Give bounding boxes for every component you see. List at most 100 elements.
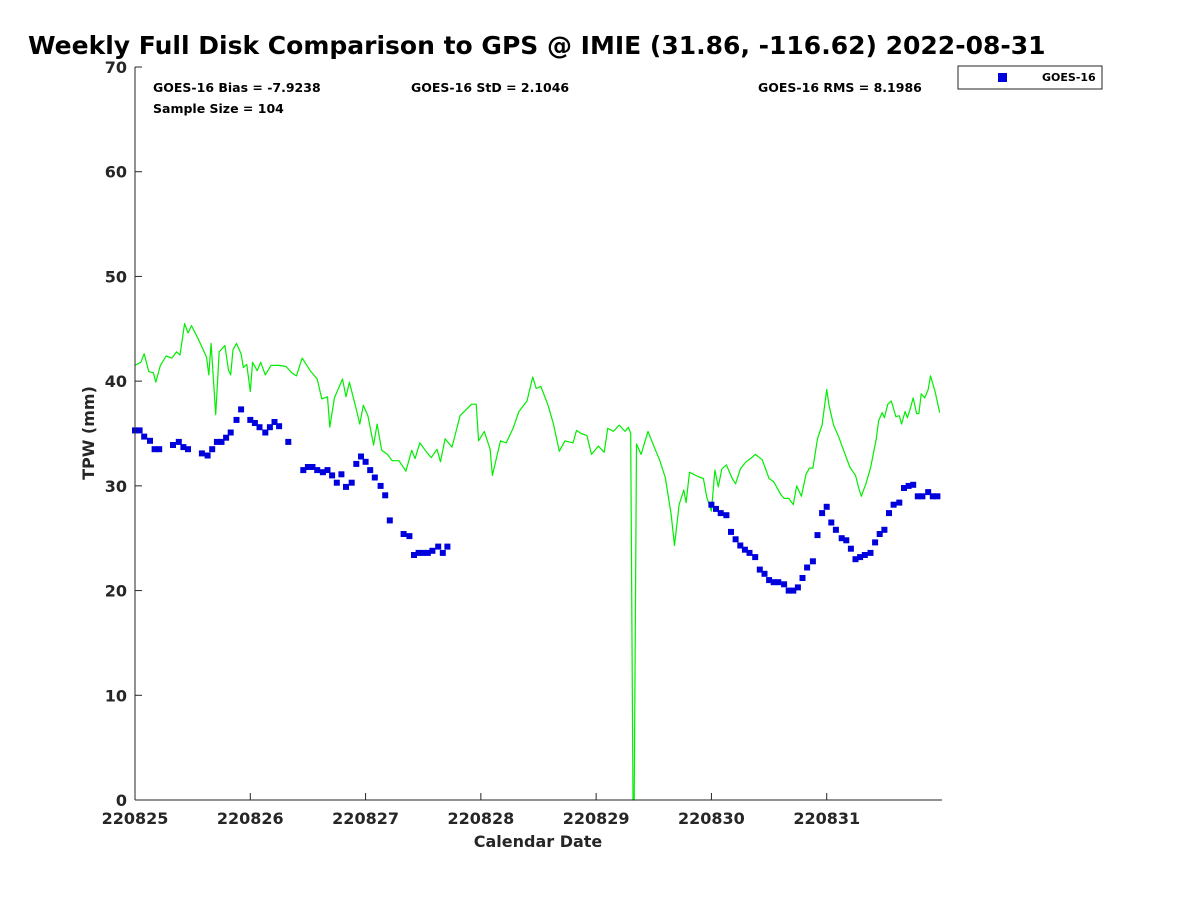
goes-point — [717, 510, 724, 517]
goes-point — [723, 512, 730, 519]
goes-point — [329, 472, 336, 479]
goes-point — [843, 537, 850, 544]
goes-point — [929, 493, 936, 500]
goes-point — [213, 438, 220, 445]
goes-point — [756, 566, 763, 573]
goes-point — [785, 587, 792, 594]
goes-point — [367, 467, 374, 474]
chart-title: Weekly Full Disk Comparison to GPS @ IMI… — [28, 31, 1046, 60]
x-ticks: 220825 220826 220827 220828 220829 220830 2208… — [102, 793, 860, 828]
x-tick-label: 220826 — [217, 809, 284, 828]
goes-point — [881, 526, 888, 533]
legend: GOES-16 — [957, 65, 1103, 90]
goes-point — [415, 549, 422, 556]
goes-point — [790, 587, 797, 594]
y-tick-label: 60 — [105, 163, 127, 182]
goes-point — [338, 471, 345, 478]
goes-point — [914, 493, 921, 500]
goes-point — [247, 416, 254, 423]
y-ticks: 0 10 20 30 40 50 60 70 — [105, 58, 142, 810]
goes-point — [175, 438, 182, 445]
goes-point — [823, 503, 830, 510]
goes-point — [358, 453, 364, 460]
goes-point — [775, 579, 782, 586]
goes-point — [876, 531, 883, 537]
y-tick-label: 50 — [105, 267, 127, 286]
legend-box — [957, 65, 1103, 90]
goes-point — [905, 482, 912, 489]
goes-point — [371, 474, 378, 481]
goes-point — [794, 584, 801, 591]
goes-point — [910, 481, 917, 488]
gps-line — [134, 323, 941, 801]
goes-point — [708, 501, 715, 508]
goes-point — [386, 517, 393, 524]
goes-point — [809, 558, 816, 565]
goes-point — [925, 489, 932, 496]
x-tick-label: 220825 — [102, 809, 169, 828]
goes-point — [151, 446, 158, 453]
goes-point — [262, 429, 269, 436]
legend-marker — [998, 73, 1007, 82]
goes-point — [896, 499, 903, 506]
goes-point — [382, 492, 389, 499]
stat-std: GOES-16 StD = 2.1046 — [411, 80, 569, 95]
y-axis-label: TPW (mm) — [79, 386, 98, 480]
goes-point — [770, 579, 777, 586]
goes-point — [300, 467, 307, 474]
goes-point — [353, 460, 360, 467]
goes-point — [362, 458, 369, 465]
goes-point — [285, 438, 292, 445]
goes-point — [804, 564, 811, 571]
goes-point — [223, 434, 230, 441]
goes-point — [439, 549, 446, 556]
y-tick-label: 40 — [105, 372, 127, 391]
y-tick-label: 0 — [116, 791, 127, 810]
goes-point — [781, 581, 788, 588]
goes-point — [319, 469, 326, 476]
goes-point — [170, 442, 176, 448]
goes-point — [147, 437, 153, 444]
goes-point — [238, 406, 245, 413]
goes-point — [314, 467, 321, 474]
goes-point — [814, 532, 821, 539]
goes-point — [847, 545, 854, 552]
goes-point — [309, 464, 316, 470]
goes-point — [838, 535, 845, 542]
x-tick-label: 220830 — [678, 809, 745, 828]
goes-point — [919, 493, 926, 500]
goes-point — [198, 450, 205, 457]
goes-point — [444, 543, 451, 550]
goes-point — [304, 464, 311, 470]
goes-point — [136, 427, 143, 434]
goes-point — [746, 549, 753, 556]
goes-point — [737, 542, 744, 549]
y-tick-label: 30 — [105, 477, 127, 496]
goes-point — [852, 556, 859, 563]
goes-point — [857, 554, 864, 561]
goes-point — [886, 510, 892, 517]
goes-point — [901, 485, 907, 491]
goes-point — [156, 446, 163, 453]
x-tick-label: 220829 — [563, 809, 630, 828]
stat-rms: GOES-16 RMS = 8.1986 — [758, 80, 922, 95]
goes-point — [872, 539, 879, 546]
goes-point — [732, 536, 739, 543]
goes-point — [324, 467, 331, 474]
goes-series — [132, 406, 941, 594]
goes-point — [890, 501, 897, 508]
goes-point — [233, 416, 240, 423]
x-tick-label: 220831 — [793, 809, 860, 828]
goes-point — [420, 549, 427, 556]
goes-point — [713, 505, 719, 512]
goes-point — [141, 433, 148, 440]
goes-point — [227, 429, 234, 436]
goes-point — [377, 482, 384, 489]
goes-point — [400, 531, 407, 537]
y-tick-label: 10 — [105, 686, 127, 705]
goes-point — [828, 519, 835, 526]
goes-point — [934, 493, 941, 500]
goes-point — [424, 549, 431, 556]
plot-area — [135, 67, 942, 800]
